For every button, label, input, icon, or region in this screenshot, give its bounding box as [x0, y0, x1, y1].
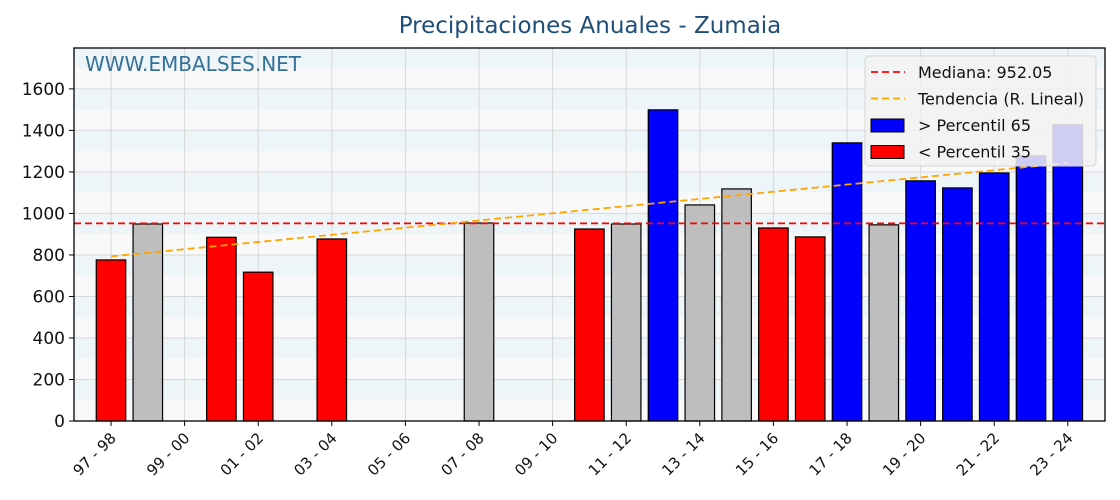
reference-lines [74, 162, 1105, 258]
legend-box [864, 55, 1097, 167]
trend-line [110, 162, 1068, 258]
y-tick-label: 200 [33, 370, 65, 390]
x-tick-label: 03 - 04 [290, 429, 340, 479]
y-tick-label: 0 [54, 412, 65, 432]
bar-21-22 [978, 172, 1010, 422]
x-tick-label: 23 - 24 [1026, 429, 1076, 479]
bar-10-11 [574, 228, 605, 422]
x-tick-label: 97 - 98 [70, 429, 120, 479]
bar-15-16 [758, 227, 789, 422]
bar-98-99 [132, 223, 164, 422]
x-tick-label: 21 - 22 [953, 429, 1003, 479]
x-tick-label: 19 - 20 [879, 429, 929, 479]
x-tick-label: 05 - 06 [364, 429, 414, 479]
bar-13-14 [684, 204, 716, 422]
y-axis: 0 200 400 600 800 1000 1200 1400 1600 [22, 80, 74, 432]
bar-11-12 [610, 223, 642, 422]
y-tick-label: 1000 [22, 204, 65, 224]
legend-label: Mediana: 952.05 [918, 63, 1052, 82]
bar-20-21 [942, 187, 973, 422]
bar-97-98 [95, 259, 127, 422]
bar-18-19 [868, 224, 900, 422]
y-tick-label: 1200 [22, 163, 65, 183]
chart-title: Precipitaciones Anuales - Zumaia [399, 13, 782, 39]
x-tick-label: 15 - 16 [732, 429, 782, 479]
bar-16-17 [794, 236, 826, 422]
x-tick-label: 07 - 08 [438, 429, 488, 479]
bar-23-24 [1052, 124, 1084, 422]
y-tick-label: 1600 [22, 80, 65, 100]
bar-00-01 [206, 236, 237, 422]
legend: Mediana: 952.05 Tendencia (R. Lineal) > P… [864, 55, 1097, 167]
bars [95, 109, 1084, 422]
y-tick-label: 600 [33, 287, 65, 307]
x-tick-label: 01 - 02 [217, 429, 267, 479]
x-tick-label: 17 - 18 [806, 429, 856, 479]
bar-17-18 [831, 142, 863, 422]
watermark: WWW.EMBALSES.NET [85, 52, 302, 76]
legend-patch-swatch [870, 145, 905, 159]
bar-01-02 [242, 271, 274, 422]
legend-patch-swatch [870, 118, 905, 133]
x-axis: 97 - 98 99 - 00 01 - 02 03 - 04 05 - 06 07 - … [70, 421, 1077, 479]
x-tick-label: 09 - 10 [511, 429, 561, 479]
bar-07-08 [463, 222, 495, 422]
legend-label: Tendencia (R. Lineal) [917, 90, 1084, 109]
x-tick-label: 99 - 00 [143, 429, 193, 479]
y-tick-label: 800 [33, 246, 65, 266]
x-tick-label: 11 - 12 [585, 429, 635, 479]
legend-label: > Percentil 65 [918, 116, 1031, 135]
plot-frame [73, 47, 1106, 422]
bar-19-20 [905, 180, 936, 422]
legend-label: < Percentil 35 [918, 143, 1031, 162]
y-tick-label: 1400 [22, 121, 65, 141]
y-tick-label: 400 [33, 329, 65, 349]
bar-03-04 [316, 238, 348, 422]
x-tick-label: 13 - 14 [658, 429, 708, 479]
bar-22-23 [1015, 155, 1047, 422]
bar-12-13 [647, 109, 679, 422]
